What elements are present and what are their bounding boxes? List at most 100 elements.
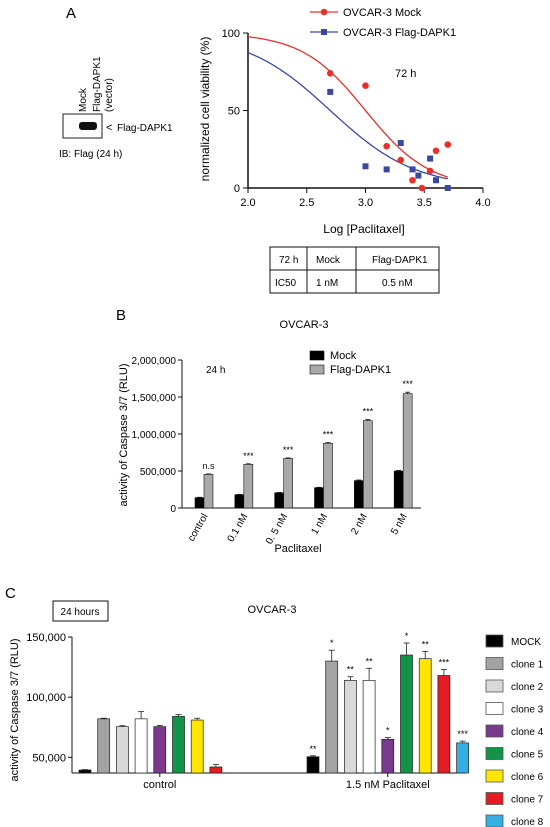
panel-b-letter: B <box>116 307 126 324</box>
chart-a-x-tick-label: 4.0 <box>475 197 490 209</box>
blot-lane-label-mock: Mock <box>78 87 89 112</box>
data-point <box>397 156 405 164</box>
legend-swatch <box>485 657 504 670</box>
panel-c-letter: C <box>5 585 16 602</box>
bar <box>344 679 357 774</box>
bar <box>437 675 451 774</box>
legend-label: clone 5 <box>511 750 544 761</box>
data-point <box>362 163 369 170</box>
bar <box>274 492 284 509</box>
chart-b-title: OVCAR-3 <box>280 319 329 331</box>
fit-curve-1 <box>247 51 448 180</box>
significance-marker: *** <box>243 451 254 461</box>
legend-swatch <box>309 350 325 361</box>
blot-lane-label-flag: Flag-DAPK1 <box>92 56 103 112</box>
bar <box>134 718 148 774</box>
chart-a-y-tick-label: 50 <box>228 106 240 118</box>
chart-b-y-axis-label: activity of Caspase 3/7 (RLU) <box>118 363 130 506</box>
legend-label: clone 6 <box>511 772 544 783</box>
chart-a-y-axis-label: normalized cell viability (%) <box>198 37 212 182</box>
bar <box>400 654 413 774</box>
data-point <box>362 82 369 89</box>
chart-a-x-tick-label: 3.5 <box>417 197 432 209</box>
ic50-header-flag: Flag-DAPK1 <box>372 255 428 266</box>
legend-label: clone 3 <box>511 705 544 716</box>
chart-b-y-tick-label: 1,000,000 <box>132 430 177 441</box>
bar <box>203 474 214 509</box>
data-point <box>326 70 334 77</box>
significance-marker: *** <box>457 729 468 739</box>
legend-swatch <box>485 792 504 805</box>
western-blot: Mock Flag-DAPK1 (vector) < Flag-DAPK1 IB… <box>59 56 173 160</box>
significance-marker: * <box>386 725 390 735</box>
legend-label: Flag-DAPK1 <box>330 364 391 376</box>
bar <box>456 742 469 774</box>
bar <box>194 497 205 509</box>
chart-b-axes: 0 500,000 1,000,000 1,500,000 2,000,000 <box>132 356 421 515</box>
blot-ib-label: IB: Flag (24 h) <box>59 149 122 160</box>
ic50-row-label: IC50 <box>275 278 297 289</box>
bar <box>323 442 333 509</box>
caspase-bar-chart-c: 24 hours OVCAR-3 50,000 100,000 150,000 co… <box>9 600 544 827</box>
chart-a-fit-curves <box>247 36 449 180</box>
chart-a-y-tick-label: 100 <box>222 28 240 40</box>
bar <box>314 487 324 509</box>
chart-a-points <box>326 70 452 192</box>
chart-b-y-tick-label: 0 <box>170 504 176 515</box>
legend-label: clone 1 <box>511 660 544 671</box>
chart-c-annotation-box <box>52 600 109 622</box>
data-point <box>397 140 404 147</box>
bar <box>209 766 223 774</box>
data-point <box>418 184 426 192</box>
bar <box>354 480 364 509</box>
ic50-table: 72 h Mock Flag-DAPK1 IC50 1 nM 0.5 nM <box>269 246 440 294</box>
bar <box>243 464 254 509</box>
legend-label: clone 7 <box>511 795 544 806</box>
blot-lane-sublabel: (vector) <box>104 78 115 112</box>
chart-c-bars: control*****************1.5 nM Paclitaxe… <box>78 631 469 791</box>
bar <box>402 393 413 509</box>
bar <box>190 719 204 774</box>
bar <box>97 718 111 774</box>
legend-label: clone 4 <box>511 727 544 738</box>
bar <box>418 658 432 774</box>
chart-b-y-tick-label: 1,500,000 <box>132 393 177 404</box>
data-point <box>383 142 390 150</box>
chart-c-y-tick-label: 50,000 <box>32 752 66 764</box>
bar <box>393 470 404 509</box>
category-label: control <box>186 512 211 543</box>
category-label: 5 nM <box>389 512 410 537</box>
chart-b-y-tick-label: 2,000,000 <box>132 356 177 367</box>
data-point <box>444 141 452 148</box>
category-label: 1 nM <box>309 512 330 537</box>
legend-marker <box>321 29 327 35</box>
legend-swatch <box>485 814 504 827</box>
chart-b-bars: n.s control *** 0.1 nM *** 0. 5 nM *** 1 nM *** 2… <box>186 379 413 546</box>
bar <box>116 726 129 774</box>
significance-marker: *** <box>323 430 334 440</box>
blot-band-label: Flag-DAPK1 <box>117 123 173 134</box>
blot-band <box>79 122 97 130</box>
significance-marker: * <box>330 638 334 648</box>
legend-label: clone 2 <box>511 682 544 693</box>
legend-label: clone 8 <box>511 817 544 827</box>
bar <box>363 420 373 509</box>
bar <box>172 716 185 774</box>
bar <box>381 738 395 774</box>
legend-swatch <box>309 364 325 375</box>
category-label: 2 nM <box>349 512 370 537</box>
chart-b-legend: Mock Flag-DAPK1 <box>309 350 391 376</box>
chart-c-annotation: 24 hours <box>61 607 100 618</box>
bar <box>153 726 167 774</box>
dose-response-chart: OVCAR-3 Mock OVCAR-3 Flag-DAPK1 2.0 2.5 3.0… <box>198 7 491 236</box>
chart-c-axes: 50,000 100,000 150,000 <box>26 632 466 774</box>
chart-b-annotation: 24 h <box>206 365 225 376</box>
category-label: 0.1 nM <box>226 512 251 544</box>
fit-curve-0 <box>247 36 449 178</box>
data-point <box>432 147 440 155</box>
chart-c-y-tick-label: 150,000 <box>26 632 66 644</box>
category-label: control <box>143 779 176 791</box>
significance-marker: ** <box>309 744 317 754</box>
significance-marker: * <box>405 631 409 641</box>
data-point <box>415 172 422 179</box>
